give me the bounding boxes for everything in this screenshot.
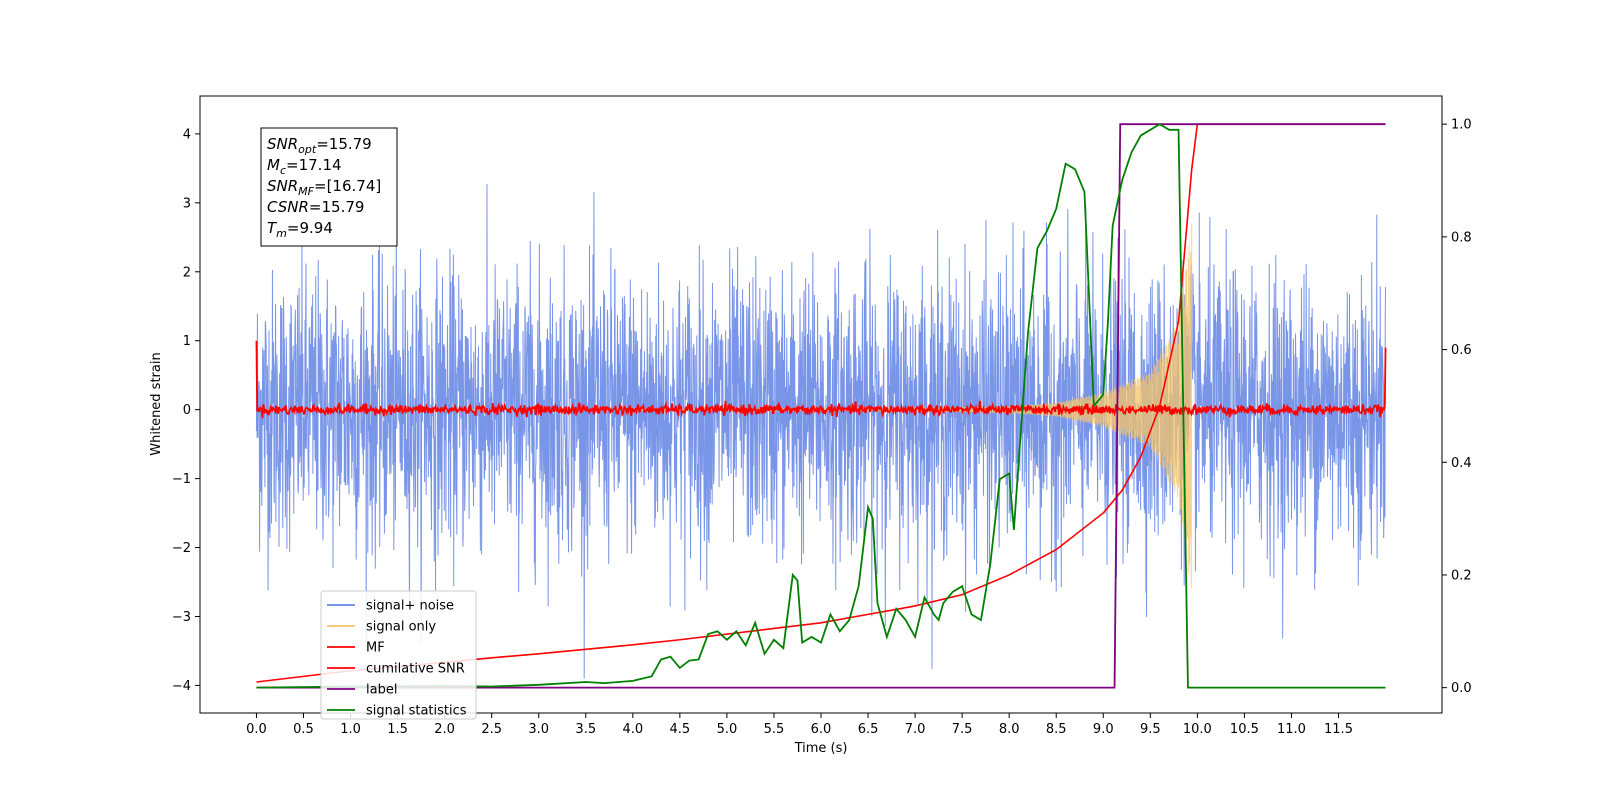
legend-entry: signal statistics xyxy=(366,704,467,719)
x-tick-label: 8.5 xyxy=(1046,722,1067,737)
y-tick-label-right: 0.6 xyxy=(1451,343,1472,358)
x-tick-label: 3.5 xyxy=(575,722,596,737)
y-tick-label-left: 1 xyxy=(183,334,191,349)
x-tick-label: 0.5 xyxy=(293,722,314,737)
y-tick-label-right: 0.2 xyxy=(1451,568,1472,583)
x-tick-label: 2.5 xyxy=(481,722,502,737)
info-line: SNRMF=[16.74] xyxy=(267,177,381,198)
y-tick-label-left: −1 xyxy=(172,472,191,487)
x-tick-label: 4.5 xyxy=(670,722,691,737)
series-signal-noise xyxy=(255,183,1387,679)
y-tick-label-right: 0.0 xyxy=(1451,681,1472,696)
x-tick-label: 8.0 xyxy=(999,722,1020,737)
x-tick-label: 10.0 xyxy=(1183,722,1212,737)
x-tick-label: 4.0 xyxy=(622,722,643,737)
x-tick-label: 6.0 xyxy=(811,722,832,737)
x-tick-label: 11.5 xyxy=(1324,722,1353,737)
legend-entry: label xyxy=(366,683,397,698)
y-tick-label-right: 0.8 xyxy=(1451,230,1472,245)
x-tick-label: 0.0 xyxy=(246,722,267,737)
info-line: CSNR=15.79 xyxy=(267,198,364,216)
x-tick-label: 9.0 xyxy=(1093,722,1114,737)
x-tick-label: 7.0 xyxy=(905,722,926,737)
x-tick-label: 3.0 xyxy=(528,722,549,737)
x-tick-label: 7.5 xyxy=(952,722,973,737)
y-tick-label-left: −4 xyxy=(172,679,191,694)
y-axis-left: −4 −3 −2 −1 0 1 2 3 4 xyxy=(172,127,200,694)
legend-entry: signal+ noise xyxy=(366,599,454,614)
series-label xyxy=(256,123,1386,689)
y-tick-label-left: 4 xyxy=(183,127,191,142)
legend-frame xyxy=(320,590,477,720)
legend: signal+ noise signal only MF cumilative SNR… xyxy=(320,590,477,720)
x-axis-label: Time (s) xyxy=(794,741,848,756)
info-line: Tm=9.94 xyxy=(267,219,333,240)
legend-entry: signal only xyxy=(366,620,436,635)
info-box-frame xyxy=(260,127,398,247)
x-tick-label: 10.5 xyxy=(1230,722,1259,737)
x-tick-label: 6.5 xyxy=(858,722,879,737)
info-line: SNRopt=15.79 xyxy=(267,135,372,156)
y-tick-label-left: 3 xyxy=(183,196,191,211)
y-axis-right: 0.0 0.2 0.4 0.6 0.8 1.0 xyxy=(1442,118,1472,696)
y-tick-label-left: 0 xyxy=(183,403,191,418)
y-tick-label-right: 1.0 xyxy=(1451,118,1472,133)
legend-entry: cumilative SNR xyxy=(366,662,465,677)
x-tick-label: 5.5 xyxy=(764,722,785,737)
x-tick-label: 11.0 xyxy=(1277,722,1306,737)
y-tick-label-right: 0.4 xyxy=(1451,456,1472,471)
info-box: SNRopt=15.79Mc=17.14SNRMF=[16.74]CSNR=15… xyxy=(260,127,398,247)
y-tick-label-left: −2 xyxy=(172,541,191,556)
series-mf xyxy=(255,340,1387,419)
x-tick-label: 2.0 xyxy=(434,722,455,737)
x-tick-label: 5.0 xyxy=(717,722,738,737)
series-signal-statistics xyxy=(256,123,1386,689)
y-tick-label-left: 2 xyxy=(183,265,191,280)
x-tick-label: 9.5 xyxy=(1140,722,1161,737)
y-axis-label-left: Whitened strain xyxy=(149,352,164,455)
info-line: Mc=17.14 xyxy=(267,156,342,177)
x-tick-label: 1.0 xyxy=(340,722,361,737)
x-tick-label: 1.5 xyxy=(387,722,408,737)
x-axis: 0.0 0.5 1.0 1.5 2.0 2.5 3.0 3.5 4.0 4.5 5.0 5.5 6.0 6… xyxy=(246,713,1353,737)
y-tick-label-left: −3 xyxy=(172,610,191,625)
legend-entry: MF xyxy=(366,641,385,656)
